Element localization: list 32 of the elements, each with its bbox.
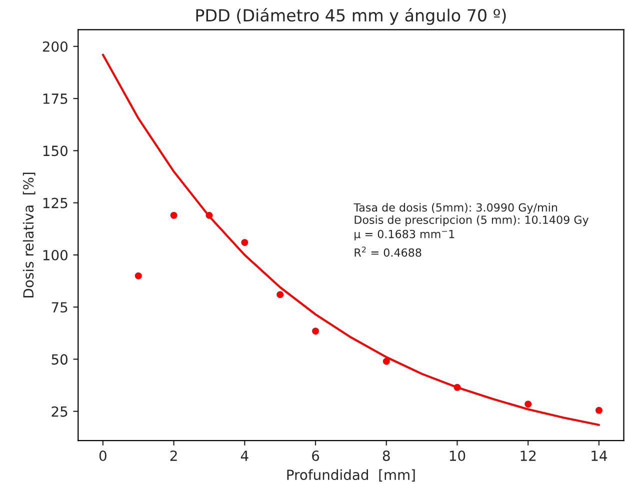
annotation: Dosis de prescripcion (5 mm): 10.1409 Gy: [354, 215, 589, 226]
point: [170, 212, 178, 219]
annotation: μ = 0.1683 mm$^{−}$1: [354, 230, 454, 240]
x-tick-label: 6: [312, 450, 320, 462]
y-tick-label: 175: [43, 94, 68, 104]
y-tick-label: 25: [52, 406, 68, 417]
x-tick-label: 4: [240, 450, 248, 461]
y-axis-title: Dosis relativa [%]: [22, 172, 36, 298]
x-tick-label: 14: [592, 450, 608, 461]
y-tick-label: 50: [52, 354, 68, 365]
annotation: R$^{2}$ = 0.4688: [354, 246, 422, 257]
y-tick-label: 125: [43, 198, 68, 208]
x-axis-title: Profundidad [mm]: [287, 469, 415, 482]
x-tick-label: 12: [520, 450, 536, 461]
point: [276, 291, 284, 298]
line-series: [102, 54, 600, 426]
x-tick-label: 0: [99, 450, 106, 462]
point: [134, 272, 142, 280]
point: [241, 238, 248, 246]
x-tick-label: 8: [382, 450, 390, 462]
point: [382, 358, 390, 365]
point: [524, 400, 532, 408]
point: [312, 328, 319, 335]
y-tick-label: 75: [52, 302, 68, 313]
y-tick-label: 150: [43, 146, 68, 156]
annotation: Tasa de dosis (5mm): 3.0990 Gy/min: [354, 203, 558, 214]
chart-title: PDD (Diámetro 45 mm y ángulo 70 º): [196, 8, 506, 25]
x-tick-label: 2: [170, 450, 177, 461]
y-tick-label: 100: [43, 250, 68, 260]
x-tick-label: 10: [450, 450, 466, 462]
y-tick-label: 200: [42, 41, 68, 52]
point: [595, 406, 602, 414]
